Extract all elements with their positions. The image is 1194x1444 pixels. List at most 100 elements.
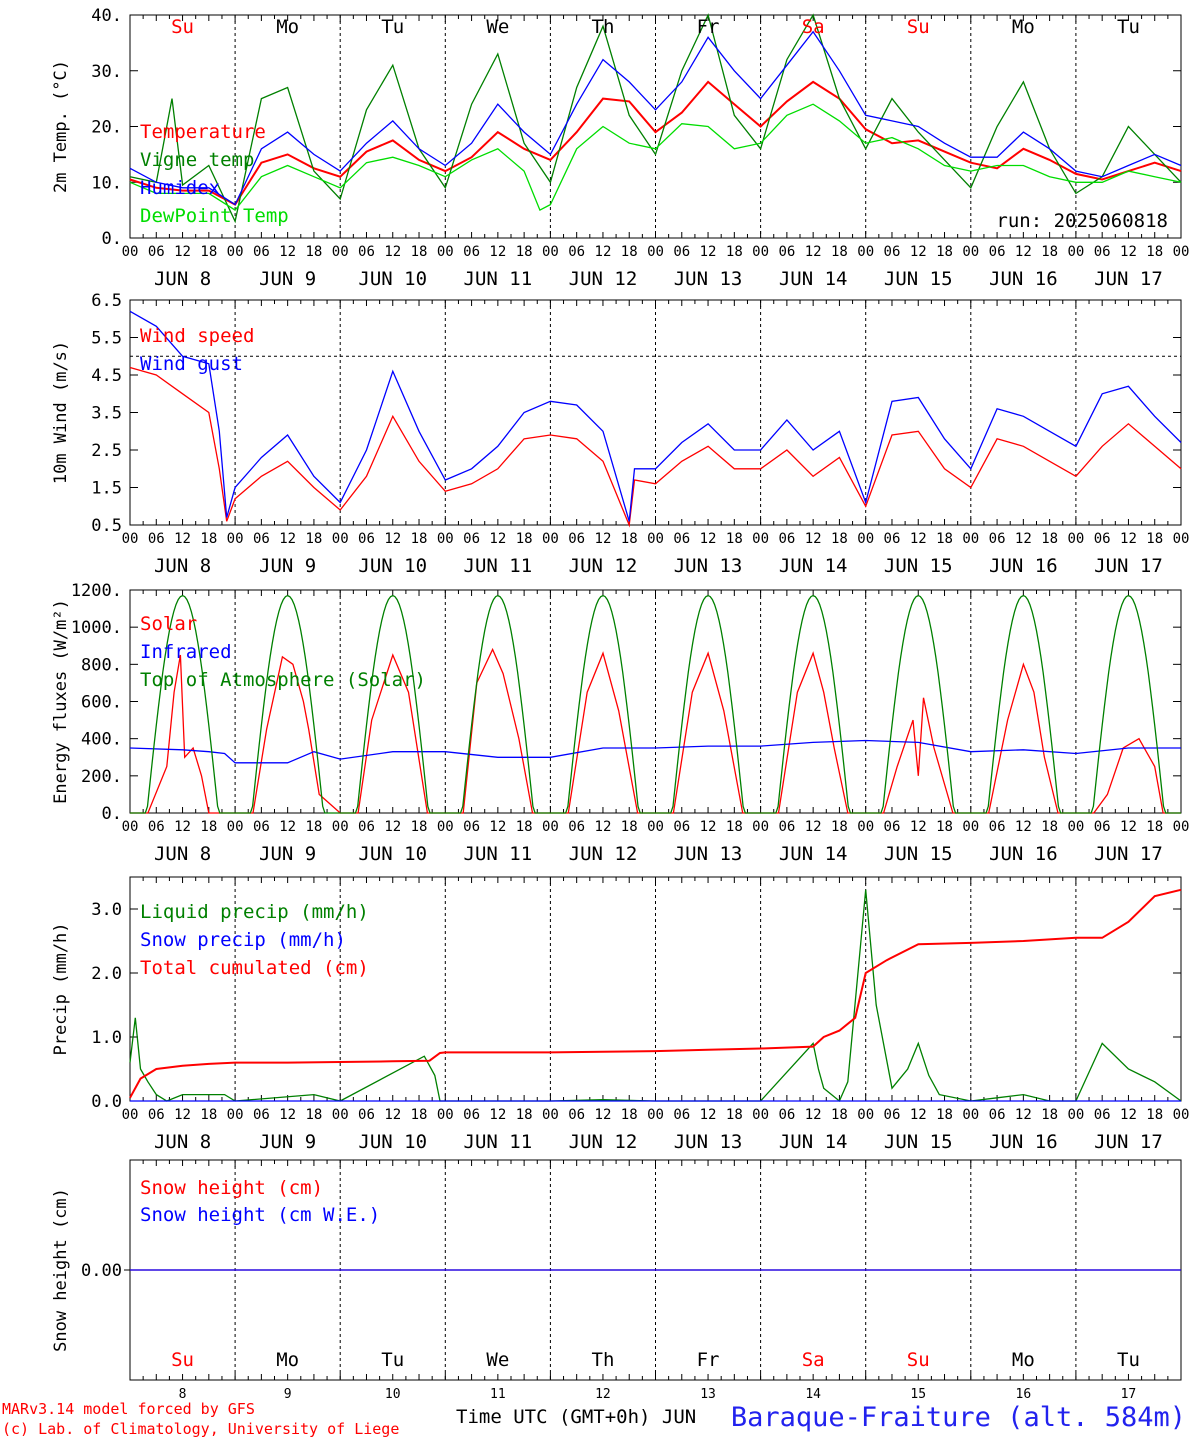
hour-tick-label: 18 (621, 1107, 638, 1123)
legend-entry: Snow height (cm W.E.) (140, 1204, 380, 1226)
hour-tick-label: 18 (411, 531, 428, 547)
day-number: 10 (385, 1387, 401, 1402)
day-number: 8 (179, 1387, 187, 1402)
day-label: JUN 9 (259, 843, 316, 865)
hour-tick-label: 00 (542, 1107, 559, 1123)
day-label: JUN 10 (358, 1131, 427, 1153)
hour-tick-label: 06 (148, 244, 165, 260)
legend-entry: Wind speed (140, 325, 254, 347)
day-label: JUN 10 (358, 555, 427, 577)
hour-tick-label: 00 (1173, 1107, 1190, 1123)
hour-tick-label: 00 (1173, 244, 1190, 260)
series-line-dewpoint-temp (129, 103, 1182, 212)
hour-tick-label: 12 (910, 1107, 927, 1123)
hour-tick-label: 00 (962, 244, 979, 260)
legend-entry: Infrared (140, 641, 232, 663)
hour-tick-label: 00 (647, 819, 664, 835)
series-line-wind-speed (129, 366, 1182, 528)
hour-tick-label: 00 (437, 1107, 454, 1123)
hour-tick-label: 06 (989, 531, 1006, 547)
hour-tick-label: 18 (305, 1107, 322, 1123)
hour-tick-label: 00 (437, 819, 454, 835)
day-label: JUN 16 (989, 843, 1058, 865)
hour-tick-label: 12 (595, 1107, 612, 1123)
hour-tick-label: 18 (831, 819, 848, 835)
hour-tick-label: 00 (227, 819, 244, 835)
hour-tick-label: 12 (1120, 1107, 1137, 1123)
day-label: JUN 17 (1094, 1131, 1163, 1153)
y-tick-label: 1.5 (91, 479, 122, 499)
hour-tick-label: 18 (1146, 1107, 1163, 1123)
hour-tick-label: 18 (936, 819, 953, 835)
hour-tick-label: 12 (700, 531, 717, 547)
hour-tick-label: 12 (595, 531, 612, 547)
hour-tick-label: 06 (1094, 531, 1111, 547)
hour-tick-label: 06 (148, 531, 165, 547)
hour-tick-label: 12 (1120, 244, 1137, 260)
y-tick-label: 200. (81, 767, 122, 787)
weekday-label: Sa (802, 1349, 825, 1371)
hour-tick-label: 00 (1173, 819, 1190, 835)
weekday-label: Mo (1012, 16, 1035, 38)
day-label: JUN 9 (259, 268, 316, 290)
day-label: JUN 15 (884, 843, 953, 865)
hour-tick-label: 12 (384, 531, 401, 547)
hour-tick-label: 00 (1067, 819, 1084, 835)
weekday-label: Mo (276, 16, 299, 38)
hour-tick-label: 06 (463, 531, 480, 547)
hour-tick-label: 12 (174, 819, 191, 835)
hour-tick-label: 12 (1015, 819, 1032, 835)
y-tick-label: 6.5 (91, 291, 122, 311)
hour-tick-label: 00 (122, 244, 139, 260)
credit-lab: (c) Lab. of Climatology, University of L… (2, 1420, 400, 1438)
hour-tick-label: 06 (1094, 819, 1111, 835)
day-label: JUN 16 (989, 555, 1058, 577)
hour-tick-label: 06 (884, 1107, 901, 1123)
y-axis-label: Precip (mm/h) (51, 922, 71, 1055)
hour-tick-label: 12 (805, 244, 822, 260)
series-line-temperature (129, 80, 1182, 206)
weekday-label: Th (592, 16, 615, 38)
hour-tick-label: 18 (726, 1107, 743, 1123)
hour-tick-label: 00 (857, 1107, 874, 1123)
day-label: JUN 17 (1094, 843, 1163, 865)
y-tick-label: 800. (81, 655, 122, 675)
hour-tick-label: 12 (910, 244, 927, 260)
hour-tick-label: 00 (227, 531, 244, 547)
day-number: 16 (1016, 1387, 1032, 1402)
weekday-label: Th (592, 1349, 615, 1371)
hour-tick-label: 18 (621, 531, 638, 547)
hour-tick-label: 00 (857, 531, 874, 547)
y-tick-label: 400. (81, 730, 122, 750)
hour-tick-label: 12 (489, 244, 506, 260)
hour-tick-label: 12 (489, 1107, 506, 1123)
hour-tick-label: 06 (568, 531, 585, 547)
hour-tick-label: 18 (516, 819, 533, 835)
legend-entry: Snow precip (mm/h) (140, 929, 346, 951)
hour-tick-label: 18 (621, 819, 638, 835)
y-tick-label: 10. (91, 173, 122, 193)
hour-tick-label: 18 (831, 1107, 848, 1123)
hour-tick-label: 06 (568, 819, 585, 835)
legend-entry: Temperature (140, 121, 266, 143)
y-axis-label: 10m Wind (m/s) (51, 341, 71, 484)
hour-tick-label: 12 (595, 244, 612, 260)
weekday-label: Tu (1117, 1349, 1140, 1371)
weekday-label: Mo (1012, 1349, 1035, 1371)
day-label: JUN 11 (464, 555, 533, 577)
hour-tick-label: 00 (1067, 244, 1084, 260)
hour-tick-label: 12 (279, 819, 296, 835)
hour-tick-label: 06 (463, 1107, 480, 1123)
hour-tick-label: 00 (752, 531, 769, 547)
hour-tick-label: 12 (700, 819, 717, 835)
x-axis-month: JUN (661, 1406, 697, 1428)
hour-tick-label: 12 (805, 1107, 822, 1123)
hour-tick-label: 18 (200, 1107, 217, 1123)
legend-entry: DewPoint Temp (140, 205, 289, 227)
day-number: 12 (595, 1387, 611, 1402)
weekday-label: We (486, 16, 509, 38)
day-label: JUN 12 (569, 843, 638, 865)
legend-entry: Total cumulated (cm) (140, 957, 369, 979)
hour-tick-label: 18 (411, 1107, 428, 1123)
hour-tick-label: 06 (778, 244, 795, 260)
